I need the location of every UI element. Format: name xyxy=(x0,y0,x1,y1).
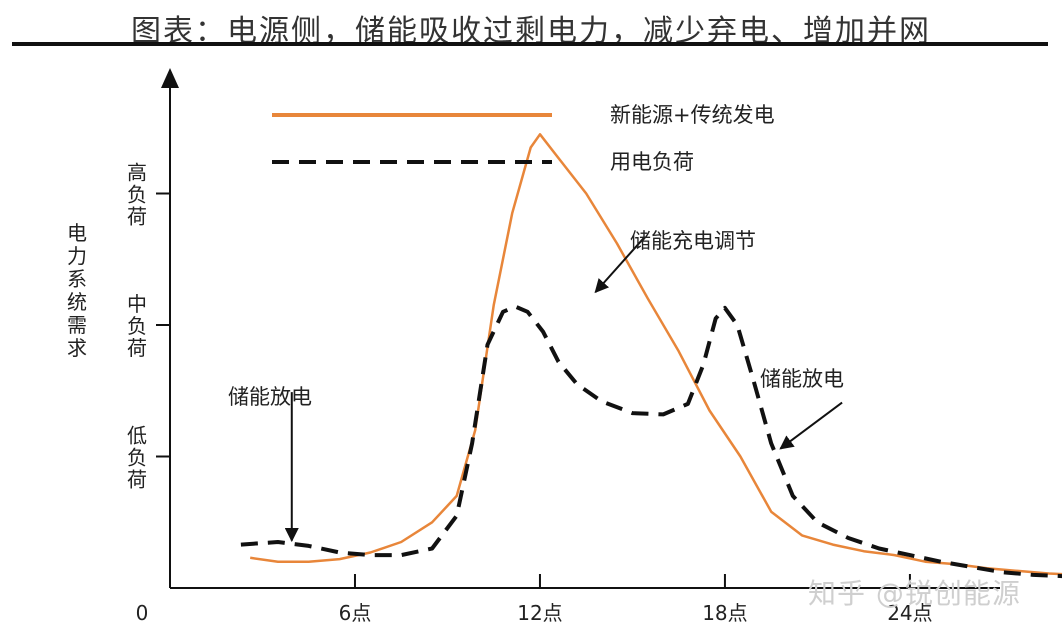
y-axis-title: 电力系统需求 xyxy=(67,221,87,360)
annotation-label: 储能充电调节 xyxy=(630,229,756,253)
annotation-arrow xyxy=(594,236,646,294)
annotation-label: 储能放电 xyxy=(228,385,312,409)
x-tick-label: 18点 xyxy=(702,601,747,625)
x-tick-label: 6点 xyxy=(339,601,372,625)
series-line-generation xyxy=(250,133,1062,576)
y-tick-label: 高负荷 xyxy=(127,161,147,229)
x-tick-label: 0 xyxy=(136,601,149,625)
series-line-load xyxy=(240,304,1062,579)
title-divider xyxy=(12,42,1048,46)
x-tick-label: 12点 xyxy=(517,601,562,625)
x-tick-label: 24点 xyxy=(887,601,932,625)
y-tick-label: 中负荷 xyxy=(127,292,147,360)
annotation-arrow xyxy=(779,401,843,450)
y-axis-arrow xyxy=(161,68,179,88)
y-tick-label: 低负荷 xyxy=(127,424,147,492)
legend-label: 用电负荷 xyxy=(610,150,694,174)
legend-label: 新能源+传统发电 xyxy=(610,103,775,127)
watermark: 知乎 @锐创能源 xyxy=(808,577,1021,610)
annotation-label: 储能放电 xyxy=(760,367,844,391)
